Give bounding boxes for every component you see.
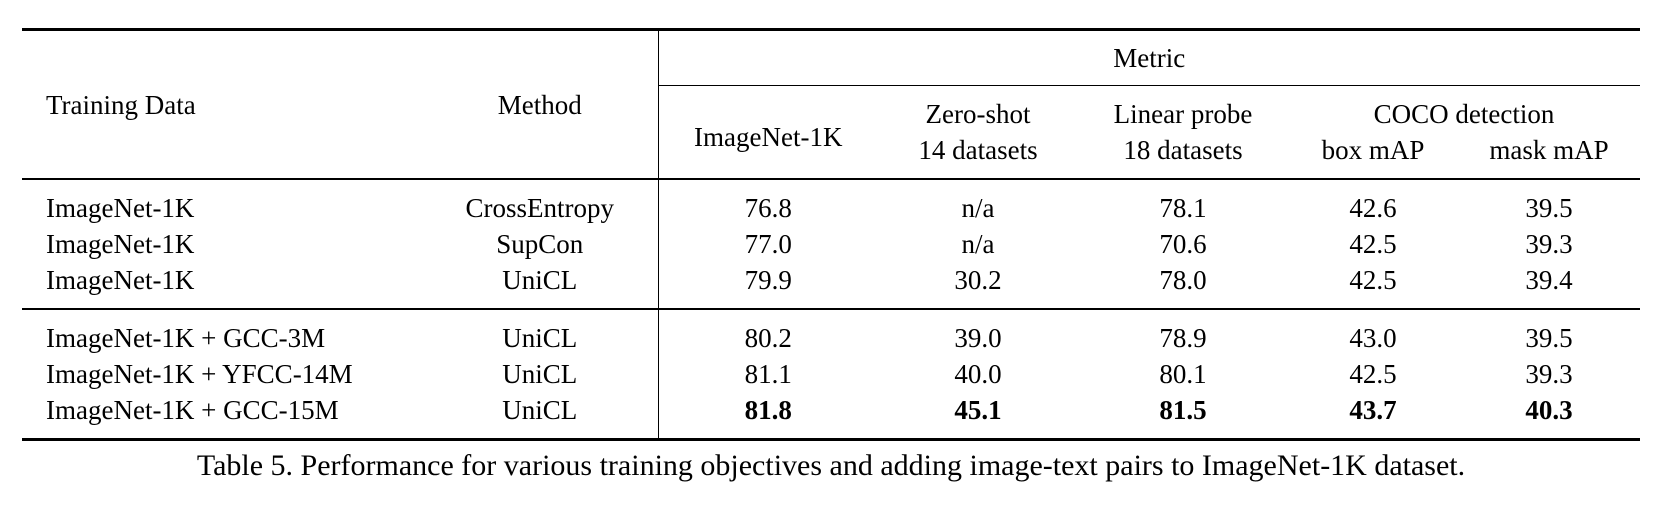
table-row: ImageNet-1K CrossEntropy 76.8 n/a 78.1 42.6 39… bbox=[22, 179, 1640, 226]
header-cell: 14 datasets bbox=[918, 135, 1038, 165]
table-cell: 76.8 bbox=[657, 179, 878, 226]
table-cell: 42.5 bbox=[1349, 359, 1397, 389]
table-cell: 79.9 bbox=[657, 262, 878, 309]
table-cell: CrossEntropy bbox=[465, 193, 615, 223]
table-cell: n/a bbox=[961, 229, 995, 259]
table-cell: 42.5 bbox=[1349, 265, 1397, 295]
table-row: ImageNet-1K + YFCC-14M UniCL 81.1 40.0 80.1 4… bbox=[22, 356, 1640, 392]
caption: Table 5. Performance for various trainin… bbox=[196, 449, 1466, 482]
table-cell: 30.2 bbox=[954, 265, 1002, 295]
header-cell: Linear probe bbox=[1113, 99, 1253, 129]
table-cell: 40.0 bbox=[954, 359, 1002, 389]
table-cell: 39.5 bbox=[1525, 193, 1573, 223]
table-cell: 78.0 bbox=[1159, 265, 1207, 295]
table-cell: ImageNet-1K bbox=[46, 193, 195, 223]
table-cell: 43.7 bbox=[1349, 395, 1397, 425]
table-cell: 80.2 bbox=[657, 309, 878, 356]
header-cell: mask mAP bbox=[1489, 135, 1609, 165]
table-cell: 81.8 bbox=[657, 392, 878, 440]
table-cell: UniCL bbox=[502, 265, 578, 295]
table-cell: 77.0 bbox=[657, 226, 878, 262]
table-cell: UniCL bbox=[502, 359, 578, 389]
row-group: ImageNet-1K + GCC-3M UniCL 80.2 39.0 78.9 43.… bbox=[22, 309, 1641, 440]
table-row: ImageNet-1K UniCL 79.9 30.2 78.0 42.5 39.4 bbox=[22, 262, 1640, 309]
table-cell: 78.9 bbox=[1159, 323, 1207, 353]
table-cell: 78.1 bbox=[1159, 193, 1207, 223]
header-cell: Metric bbox=[657, 29, 1641, 86]
table-cell: 81.5 bbox=[1159, 395, 1207, 425]
results-table: Training Data Method Metric ImageNet-1K … bbox=[22, 28, 1641, 441]
row-group: ImageNet-1K CrossEntropy 76.8 n/a 78.1 42.6 39… bbox=[22, 179, 1640, 309]
header-cell: ImageNet-1K bbox=[657, 85, 878, 179]
table-cell: SupCon bbox=[496, 229, 584, 259]
header-cell: box mAP bbox=[1321, 135, 1425, 165]
table-cell: ImageNet-1K + GCC-15M bbox=[46, 395, 339, 425]
table-cell: 39.0 bbox=[954, 323, 1002, 353]
table-cell: ImageNet-1K bbox=[46, 265, 195, 295]
header-cell: Zero-shot bbox=[925, 99, 1031, 129]
table-cell: UniCL bbox=[502, 323, 578, 353]
table-header: Training Data Method Metric ImageNet-1K … bbox=[22, 29, 1641, 179]
table-cell: 80.1 bbox=[1159, 359, 1207, 389]
table-cell: 39.3 bbox=[1525, 359, 1573, 389]
table-cell: 43.0 bbox=[1349, 323, 1397, 353]
table-cell: 81.1 bbox=[657, 356, 878, 392]
header-cell: Training Data bbox=[46, 89, 196, 120]
header-cell: Method bbox=[497, 89, 582, 120]
table-cell: UniCL bbox=[502, 395, 578, 425]
table-cell: 70.6 bbox=[1159, 229, 1207, 259]
table-cell: ImageNet-1K + YFCC-14M bbox=[46, 359, 353, 389]
header-cell: COCO detection bbox=[1373, 99, 1555, 129]
table-cell: ImageNet-1K bbox=[46, 229, 195, 259]
table-cell: 39.5 bbox=[1525, 323, 1573, 353]
table-row: ImageNet-1K + GCC-3M UniCL 80.2 39.0 78.9 43.… bbox=[22, 309, 1640, 356]
table-cell: 45.1 bbox=[954, 395, 1002, 425]
table-cell: 42.5 bbox=[1349, 229, 1397, 259]
table-cell: 39.3 bbox=[1525, 229, 1573, 259]
header-cell: 18 datasets bbox=[1123, 135, 1243, 165]
table-row: ImageNet-1K + GCC-15M UniCL 81.8 45.1 81.5 43… bbox=[22, 392, 1640, 440]
table-cell: 42.6 bbox=[1349, 193, 1397, 223]
table-cell: 39.4 bbox=[1525, 265, 1573, 295]
table-cell: ImageNet-1K + GCC-3M bbox=[46, 323, 326, 353]
table-cell: 40.3 bbox=[1525, 395, 1573, 425]
table-row: ImageNet-1K SupCon 77.0 n/a 70.6 42.5 39.3 bbox=[22, 226, 1640, 262]
table-cell: n/a bbox=[961, 193, 995, 223]
table-figure: Training Data Method Metric ImageNet-1K … bbox=[22, 28, 1641, 483]
